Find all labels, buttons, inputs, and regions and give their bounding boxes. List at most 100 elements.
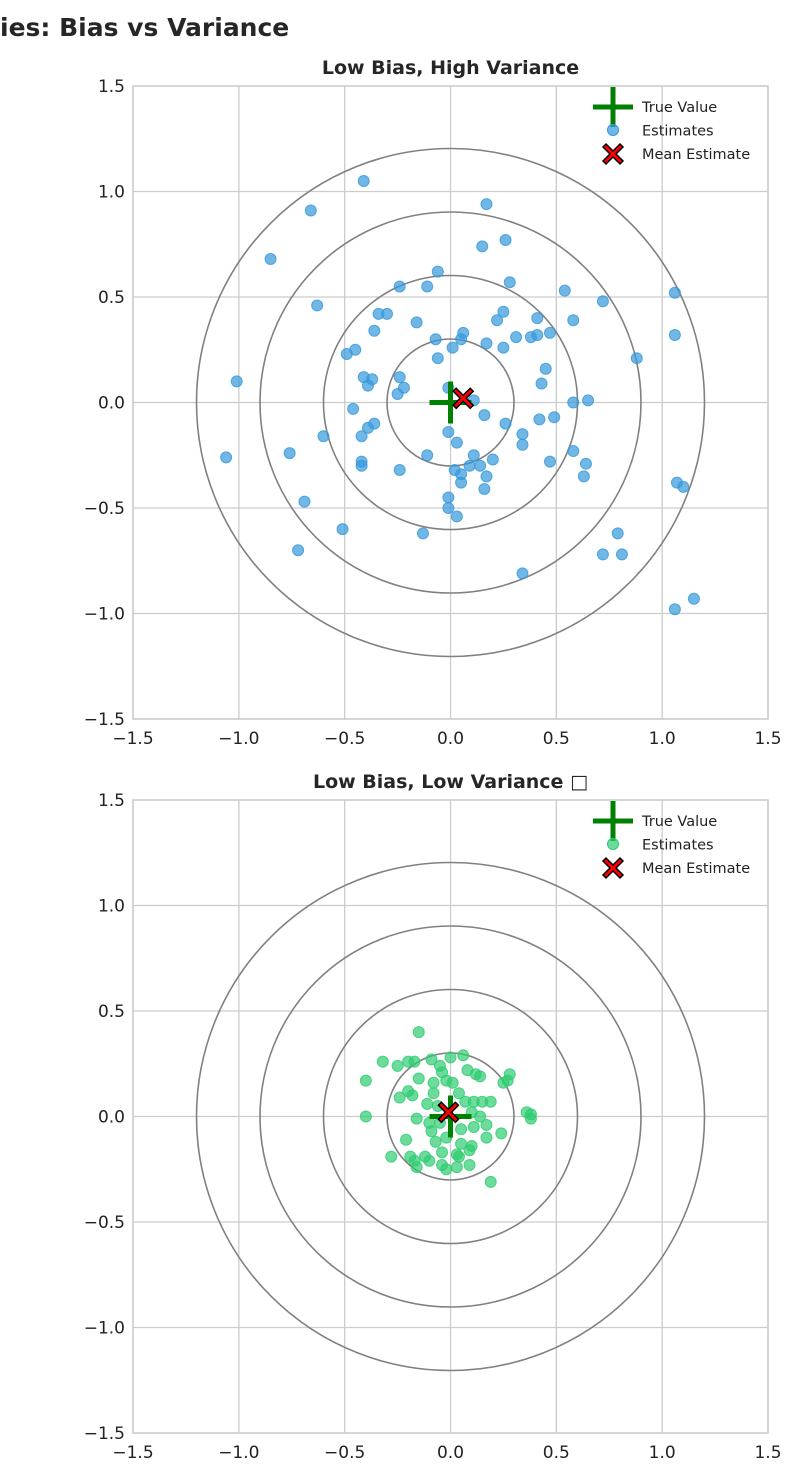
x-tick-label: −1.5 — [112, 1443, 153, 1463]
legend-label: Mean Estimate — [642, 861, 750, 877]
estimate-point — [459, 1095, 472, 1108]
y-tick-label: −1.5 — [84, 710, 125, 730]
estimate-point — [264, 253, 277, 266]
estimate-point — [524, 331, 537, 344]
estimate-point — [615, 548, 628, 561]
estimate-point — [317, 430, 330, 443]
estimate-point — [421, 449, 434, 462]
estimate-point — [535, 377, 548, 390]
estimate-point — [359, 1074, 372, 1087]
estimate-point — [579, 457, 592, 470]
legend-estimates-icon — [607, 124, 619, 136]
estimate-point — [474, 1070, 487, 1083]
estimate-point — [361, 421, 374, 434]
estimate-point — [298, 495, 311, 508]
y-tick-label: 0.0 — [98, 394, 125, 414]
estimate-point — [429, 1135, 442, 1148]
y-tick-label: 0.0 — [98, 1108, 125, 1128]
estimate-point — [543, 455, 556, 468]
estimate-point — [543, 326, 556, 339]
estimate-point — [408, 1055, 421, 1068]
estimate-point — [400, 1133, 413, 1146]
estimate-point — [480, 1131, 493, 1144]
estimate-point — [442, 426, 455, 439]
estimate-point — [499, 417, 512, 430]
estimate-point — [596, 295, 609, 308]
legend-true-value-icon — [593, 87, 633, 127]
estimate-point — [340, 347, 353, 360]
estimate-point — [463, 1144, 476, 1157]
estimate-point — [455, 333, 468, 346]
estimate-point — [533, 413, 546, 426]
estimate-point — [393, 1091, 406, 1104]
mean-estimate-marker — [452, 387, 475, 410]
estimate-point — [446, 1076, 459, 1089]
target-ring — [195, 147, 706, 658]
estimate-point — [230, 375, 243, 388]
estimate-point — [442, 491, 455, 504]
plot-frame — [132, 85, 769, 720]
estimate-point — [478, 483, 491, 496]
legend-label: Estimates — [642, 838, 714, 854]
estimate-point — [467, 1121, 480, 1134]
estimate-point — [480, 337, 493, 350]
estimate-point — [421, 1097, 434, 1110]
estimate-point — [427, 1076, 440, 1089]
estimate-point — [596, 548, 609, 561]
estimate-point — [501, 1074, 514, 1087]
y-tick-label: 0.5 — [98, 1002, 125, 1022]
legend-mean-estimate-icon — [601, 142, 625, 166]
y-tick-label: −1.0 — [84, 605, 125, 625]
target-ring — [195, 861, 706, 1372]
estimate-point — [431, 265, 444, 278]
legend: True Value Estimates Mean Estimate — [593, 801, 750, 880]
estimate-point — [355, 430, 368, 443]
estimate-point — [486, 453, 499, 466]
y-tick-label: 0.5 — [98, 288, 125, 308]
estimate-point — [611, 527, 624, 540]
estimate-point — [567, 445, 580, 458]
estimate-point — [687, 592, 700, 605]
estimate-point — [452, 1087, 465, 1100]
estimate-point — [463, 459, 476, 472]
estimate-point — [524, 1112, 537, 1125]
x-tick-label: 0.0 — [437, 1443, 464, 1463]
estimate-point — [412, 1072, 425, 1085]
figure-title: ies: Bias vs Variance — [0, 13, 289, 42]
estimate-point — [440, 1163, 453, 1176]
estimate-point — [292, 544, 305, 557]
x-tick-label: 0.0 — [437, 729, 464, 749]
subplot-1: Low Bias, High Variance −1.5−1.5 −1.0 −1.0 −… — [84, 57, 782, 749]
estimate-point — [677, 480, 690, 493]
estimate-point — [357, 174, 370, 187]
estimate-point — [539, 362, 552, 375]
subplot-title: Low Bias, High Variance — [322, 57, 579, 79]
estimate-point — [558, 284, 571, 297]
estimate-point — [495, 1127, 508, 1140]
estimate-point — [416, 527, 429, 540]
x-tick-label: 1.0 — [649, 1443, 676, 1463]
estimate-point — [425, 1125, 438, 1138]
estimate-point — [577, 470, 590, 483]
estimate-point — [385, 1150, 398, 1163]
y-tick-label: −0.5 — [84, 499, 125, 519]
x-tick-label: −1.0 — [218, 729, 259, 749]
y-tick-label: −0.5 — [84, 1213, 125, 1233]
estimate-point — [548, 411, 561, 424]
estimate-point — [410, 316, 423, 329]
subplot-title: Low Bias, Low Variance □ — [313, 771, 588, 793]
estimate-point — [484, 1175, 497, 1188]
estimate-point — [410, 1112, 423, 1125]
x-tick-label: 1.5 — [754, 729, 781, 749]
estimate-point — [304, 204, 317, 217]
estimate-point — [668, 328, 681, 341]
estimate-point — [423, 1154, 436, 1167]
x-tick-label: 1.5 — [754, 1443, 781, 1463]
legend-label: Estimates — [642, 124, 714, 140]
estimate-point — [393, 464, 406, 477]
estimate-point — [391, 388, 404, 401]
y-tick-label: 1.5 — [98, 77, 125, 97]
estimate-point — [446, 341, 459, 354]
estimate-point — [347, 402, 360, 415]
estimate-point — [406, 1089, 419, 1102]
